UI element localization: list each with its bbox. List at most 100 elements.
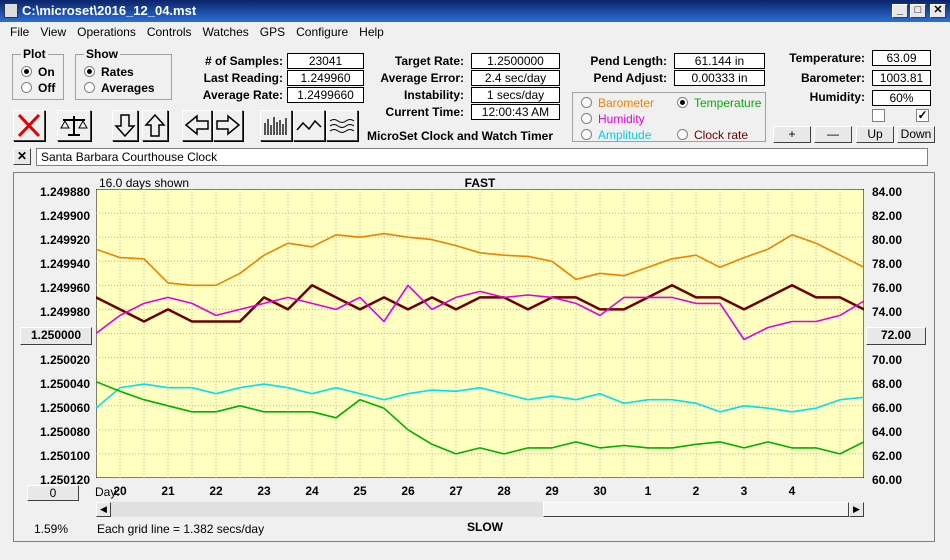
series-line-3 (96, 383, 864, 413)
temperature-label: Temperature (694, 96, 762, 110)
stop-button[interactable] (13, 110, 45, 141)
menu-controls[interactable]: Controls (146, 25, 192, 39)
menu-gps[interactable]: GPS (259, 25, 286, 39)
option-checkbox-1[interactable] (872, 109, 885, 122)
days-shown-label: 16.0 days shown (99, 176, 190, 190)
note-text: Santa Barbara Courthouse Clock (41, 150, 218, 164)
percent-label: 1.59% (34, 522, 69, 536)
right-arrow-button[interactable] (213, 110, 243, 141)
x-tick-label: 28 (497, 484, 511, 498)
menu-configure[interactable]: Configure (296, 25, 349, 39)
temperature-radio[interactable]: Temperature (677, 96, 761, 110)
menu-file[interactable]: File (10, 25, 30, 39)
current-time-label: Current Time: (385, 105, 464, 119)
radio-unselected-icon (581, 129, 592, 140)
option-checkbox-2[interactable]: ✓ (916, 108, 929, 122)
show-rates-label: Rates (101, 65, 134, 79)
minus-button[interactable]: — (814, 126, 852, 143)
plot-area (96, 189, 864, 478)
right-tick: 62.00 (872, 449, 903, 463)
note-close-button[interactable]: ✕ (13, 148, 31, 165)
left-tick: 1.249920 (39, 233, 90, 247)
clock-rate-label: Clock rate (694, 128, 749, 142)
scroll-left-icon[interactable]: ◀ (96, 502, 111, 517)
plot-group-title: Plot (21, 47, 48, 61)
plot-on-radio[interactable]: On (21, 65, 55, 79)
show-group-title: Show (84, 47, 120, 61)
right-tick: 80.00 (872, 233, 903, 247)
app-icon (4, 3, 18, 18)
sensor-select-group: Barometer Temperature Humidity Amplitude… (572, 92, 766, 142)
menu-bar: File View Operations Controls Watches GPS Conf… (0, 22, 950, 42)
x-tick-label: 3 (740, 484, 748, 498)
clock-rate-radio[interactable]: Clock rate (677, 128, 748, 142)
right-tick: 70.00 (872, 353, 903, 367)
menu-help[interactable]: Help (359, 25, 384, 39)
humidity-radio[interactable]: Humidity (581, 112, 645, 126)
close-icon[interactable]: ✕ (930, 4, 946, 18)
arrow-left-icon (184, 114, 209, 136)
menu-watches[interactable]: Watches (202, 25, 249, 39)
line-graph-button[interactable] (293, 110, 325, 141)
arrow-up-icon (144, 113, 166, 137)
menu-view[interactable]: View (40, 25, 67, 39)
minimize-icon[interactable]: _ (892, 4, 908, 18)
amplitude-radio[interactable]: Amplitude (581, 128, 651, 142)
x-axis-label: Day: (95, 485, 120, 499)
note-input[interactable]: Santa Barbara Courthouse Clock (36, 148, 928, 166)
left-arrow-button[interactable] (182, 110, 212, 141)
horizontal-scrollbar[interactable]: ◀ ▶ (96, 502, 864, 517)
x-tick-label: 22 (209, 484, 223, 498)
show-averages-radio[interactable]: Averages (84, 81, 155, 95)
x-tick-label: 20 (113, 484, 127, 498)
right-tick: 68.00 (872, 377, 903, 391)
fast-label: FAST (464, 176, 496, 190)
current-time-value: 12:00:43 AM (471, 104, 560, 120)
center-rate-button[interactable]: 1.250000 (20, 327, 92, 345)
plus-button[interactable]: + (773, 126, 811, 143)
left-tick: 1.250060 (39, 401, 90, 415)
left-tick: 1.250120 (39, 473, 90, 487)
plot-off-radio[interactable]: Off (21, 81, 55, 95)
center-sensor-button[interactable]: 72.00 (866, 327, 926, 345)
bar-graph-button[interactable] (260, 110, 292, 141)
down-arrow-button[interactable] (112, 110, 138, 141)
zero-button[interactable]: 0 (27, 485, 79, 501)
maximize-icon[interactable]: □ (910, 4, 926, 18)
right-tick: 60.00 (872, 473, 903, 487)
pend-length-value: 61.144 in (674, 53, 765, 69)
amplitude-label: Amplitude (598, 128, 652, 142)
up-button[interactable]: Up (856, 126, 894, 143)
right-tick: 74.00 (872, 305, 903, 319)
left-tick: 1.249980 (39, 305, 90, 319)
right-tick: 64.00 (872, 425, 903, 439)
x-tick-label: 1 (644, 484, 652, 498)
menu-operations[interactable]: Operations (77, 25, 136, 39)
scroll-thumb[interactable] (543, 502, 849, 517)
left-tick: 1.249880 (39, 185, 90, 199)
barometer-radio[interactable]: Barometer (581, 96, 654, 110)
right-tick: 76.00 (872, 281, 903, 295)
window-title: C:\microset\2016_12_04.mst (22, 3, 197, 18)
down-button[interactable]: Down (897, 126, 935, 143)
pend-adjust-value: 0.00333 in (674, 70, 765, 86)
scroll-right-icon[interactable]: ▶ (849, 502, 864, 517)
show-averages-label: Averages (101, 81, 155, 95)
left-tick: 1.249960 (39, 281, 90, 295)
samples-value: 23041 (287, 53, 364, 69)
left-tick: 1.250080 (39, 425, 90, 439)
up-arrow-button[interactable] (142, 110, 168, 141)
x-tick-label: 26 (401, 484, 415, 498)
show-rates-radio[interactable]: Rates (84, 65, 134, 79)
left-tick: 1.249900 (39, 209, 90, 223)
instability-label: Instability: (403, 88, 464, 102)
left-tick: 1.250020 (39, 353, 90, 367)
radio-selected-icon (677, 97, 688, 108)
series-line-2 (96, 284, 864, 341)
balance-button[interactable] (57, 110, 91, 141)
title-bar: C:\microset\2016_12_04.mst _ □ ✕ (0, 0, 950, 22)
wave-graph-button[interactable] (326, 110, 358, 141)
series-line-1 (96, 284, 864, 323)
plot-group: Plot On Off (12, 47, 64, 100)
bar-graph-icon (264, 117, 287, 135)
